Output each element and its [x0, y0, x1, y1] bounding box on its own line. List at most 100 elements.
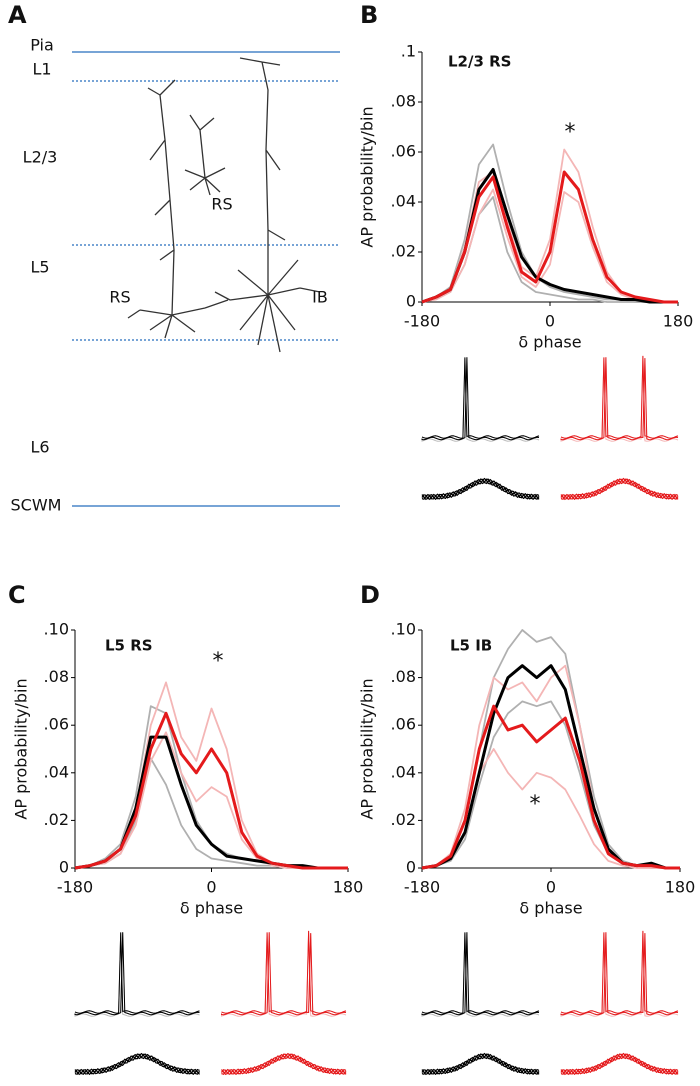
- series-line: [421, 170, 678, 304]
- trace: [74, 1052, 200, 1076]
- trace: [560, 357, 679, 441]
- trace: [221, 1053, 347, 1076]
- x-tick-label: 0: [545, 312, 555, 331]
- trace: [560, 477, 679, 501]
- y-tick-label: .08: [391, 667, 416, 686]
- x-axis-label: δ phase: [519, 899, 582, 918]
- trace: [421, 932, 540, 1014]
- y-axis-label: AP probability/bin: [358, 678, 377, 819]
- panel-label: B: [360, 1, 378, 29]
- y-tick-label: .02: [391, 810, 416, 829]
- trace: [74, 932, 200, 1014]
- trace: [421, 357, 540, 439]
- layer-label: SCWM: [11, 496, 62, 515]
- trace: [560, 930, 679, 1014]
- y-axis-label: AP probability/bin: [358, 106, 377, 247]
- y-tick-label: .08: [44, 667, 69, 686]
- trace: [421, 478, 540, 501]
- series-line: [421, 748, 680, 869]
- trace: [560, 355, 679, 439]
- y-axis-label: AP probability/bin: [12, 678, 31, 819]
- trace: [421, 932, 540, 1014]
- trace: [421, 357, 540, 441]
- x-tick-label: -180: [57, 878, 93, 897]
- x-tick-label: 0: [206, 878, 216, 897]
- annotation: *: [213, 649, 224, 674]
- trace: [421, 357, 540, 439]
- y-tick-label: .04: [391, 762, 416, 781]
- x-tick-label: 180: [663, 312, 694, 331]
- layer-label: L1: [32, 60, 51, 79]
- y-tick-label: .04: [391, 192, 416, 211]
- trace: [421, 932, 540, 1016]
- trace: [560, 478, 679, 501]
- trace: [560, 478, 679, 500]
- trace: [221, 930, 347, 1014]
- y-tick-label: .10: [391, 620, 416, 639]
- y-tick-label: .06: [391, 715, 416, 734]
- trace: [560, 1052, 679, 1076]
- trace: [560, 358, 679, 442]
- series-line: [421, 143, 678, 303]
- neurons: [127, 57, 321, 353]
- y-tick-label: .02: [44, 810, 69, 829]
- example-traces: [421, 930, 679, 1076]
- example-traces: [421, 355, 679, 501]
- trace: [421, 1053, 540, 1076]
- panel-label: D: [360, 581, 380, 609]
- series-line: [74, 681, 348, 869]
- chart-title: L2/3 RS: [448, 53, 512, 71]
- trace: [421, 478, 540, 500]
- trace: [560, 930, 679, 1014]
- trace: [74, 1053, 200, 1076]
- y-tick-label: 0: [59, 858, 69, 877]
- trace: [560, 932, 679, 1016]
- y-tick-label: .06: [44, 715, 69, 734]
- y-tick-label: 0: [406, 858, 416, 877]
- trace: [221, 932, 347, 1016]
- trace: [221, 932, 347, 1016]
- x-axis-label: δ phase: [518, 333, 581, 352]
- x-tick-label: 0: [546, 878, 556, 897]
- y-tick-label: .1: [401, 42, 416, 61]
- trace: [221, 933, 347, 1017]
- x-axis-label: δ phase: [180, 899, 243, 918]
- annotation: *: [530, 792, 541, 817]
- trace: [421, 932, 540, 1016]
- chart-title: L5 RS: [105, 637, 153, 655]
- trace: [421, 477, 540, 501]
- panel-label: C: [8, 581, 26, 609]
- trace: [74, 932, 200, 1016]
- x-tick-label: -180: [404, 312, 440, 331]
- cell-label: RS: [211, 195, 232, 214]
- series-line: [74, 711, 348, 870]
- y-tick-label: .10: [44, 620, 69, 639]
- series-line: [421, 664, 680, 870]
- y-tick-label: .04: [44, 762, 69, 781]
- layer-label: L6: [30, 438, 49, 457]
- trace: [74, 932, 200, 1014]
- cell-label: IB: [312, 288, 328, 307]
- trace: [560, 355, 679, 439]
- trace: [421, 933, 540, 1017]
- series-line: [421, 148, 678, 303]
- trace: [560, 933, 679, 1017]
- trace: [74, 933, 200, 1017]
- layer-label: L2/3: [23, 148, 58, 167]
- layer-label: L5: [30, 258, 49, 277]
- trace: [560, 932, 679, 1016]
- panel-label: A: [8, 1, 27, 29]
- x-tick-label: -180: [404, 878, 440, 897]
- trace: [221, 1053, 347, 1075]
- trace: [421, 1052, 540, 1076]
- chart-title: L5 IB: [450, 637, 492, 655]
- trace: [74, 1053, 200, 1075]
- trace: [421, 358, 540, 442]
- trace: [74, 932, 200, 1016]
- trace: [221, 1052, 347, 1076]
- x-tick-label: 180: [333, 878, 364, 897]
- layer-label: Pia: [30, 36, 54, 55]
- trace: [560, 1053, 679, 1076]
- y-tick-label: .02: [391, 242, 416, 261]
